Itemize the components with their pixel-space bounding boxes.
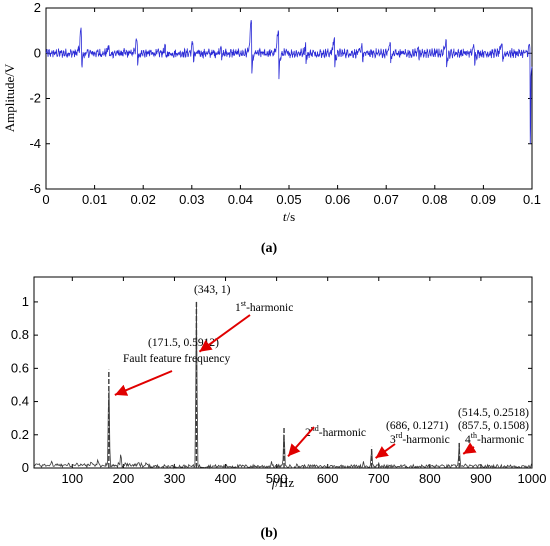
panel-b-plot-frame — [33, 276, 533, 469]
h4-coord-annotation: (857.5, 0.1508) — [458, 420, 529, 432]
panel-b-spectrum-line — [33, 301, 533, 470]
h1-label-text: -harmonic — [246, 302, 293, 314]
panel-a-y-tick-labels: 2 0 -2 -4 -6 — [29, 0, 41, 196]
h4-label-annotation: 4th-harmonic — [465, 431, 524, 446]
panel-b-x-tick-label: 1000 — [518, 471, 547, 486]
h3-label-text: -harmonic — [402, 434, 449, 446]
panel-b-xlabel: f/Hz — [272, 475, 295, 490]
h2-label-text: -harmonic — [319, 427, 366, 439]
panel-b-y-tick-labels: 0 0.2 0.4 0.6 0.8 1 — [11, 294, 29, 475]
panel-b-xlabel-variable: f — [272, 475, 278, 490]
panel-a-x-tick-label: 0.07 — [374, 192, 399, 207]
panel-b-x-tick-label: 400 — [215, 471, 237, 486]
panel-a-xlabel-unit: /s — [286, 209, 295, 224]
panel-a-x-tick-label: 0.03 — [179, 192, 204, 207]
panel-a-x-tick-label: 0.01 — [82, 192, 107, 207]
panel-a-x-tick-label: 0 — [42, 192, 49, 207]
h4-label-text: -harmonic — [477, 434, 524, 446]
fault-arrow — [114, 370, 173, 396]
panel-b-y-tick-label: 0.8 — [11, 327, 29, 342]
panel-b-peak-marks — [108, 301, 460, 468]
panel-a-x-tick-label: 0.04 — [228, 192, 253, 207]
annotation-arrows — [114, 314, 477, 459]
panel-a-xlabel: t/s — [283, 209, 295, 224]
h3-label-suffix: rd — [396, 431, 403, 440]
panel-a-xlabel-variable: t — [283, 209, 287, 224]
panel-b-x-tick-label: 800 — [419, 471, 441, 486]
h3-label-annotation: 3rd-harmonic — [390, 431, 450, 446]
panel-b-ticks — [34, 277, 533, 469]
panel-a-ylabel: Amplitude/V — [2, 63, 17, 132]
panel-b-x-tick-label: 500 — [266, 471, 288, 486]
h4-arrow — [462, 442, 477, 455]
panel-a-x-tick-label: 0.08 — [422, 192, 447, 207]
h2-label-suffix: nd — [311, 424, 319, 433]
panel-b-x-tick-label: 100 — [61, 471, 83, 486]
panel-b-y-tick-label: 1 — [22, 294, 29, 309]
h1-label-annotation: 1st-harmonic — [235, 299, 293, 314]
panel-b-spectrum-chart: 100 200 300 400 500 600 700 800 900 1000 00.20.40… — [11, 276, 546, 541]
panel-b-x-tick-label: 600 — [317, 471, 339, 486]
panel-a-signal-line — [45, 20, 533, 144]
panel-a-y-tick-label: -4 — [29, 136, 41, 151]
h1-coord-annotation: (343, 1) — [194, 284, 231, 296]
panel-b-x-tick-labels: 100 200 300 400 500 600 700 800 900 1000 — [61, 471, 546, 486]
panel-b-x-tick-label: 700 — [368, 471, 390, 486]
panel-b-x-tick-label: 900 — [470, 471, 492, 486]
panel-a-x-tick-label: 0.1 — [523, 192, 541, 207]
panel-b-y-tick-label: 0 — [22, 460, 29, 475]
h2-arrow — [287, 426, 315, 458]
panel-b-x-tick-label: 200 — [113, 471, 135, 486]
h1-arrow — [198, 314, 251, 353]
panel-a-y-tick-label: -2 — [29, 91, 41, 106]
h4-label-suffix: th — [471, 431, 477, 440]
h3-arrow — [375, 443, 396, 459]
h3-coord-annotation: (686, 0.1271) — [386, 420, 448, 432]
panel-b-x-tick-label: 300 — [164, 471, 186, 486]
panel-a-plot-frame — [45, 7, 533, 190]
panel-a-x-tick-label: 0.05 — [276, 192, 301, 207]
panel-b-y-tick-label: 0.2 — [11, 427, 29, 442]
panel-a-x-tick-labels: 0 0.01 0.02 0.03 0.04 0.05 0.06 0.07 0.08 0.09 0.1 — [42, 192, 541, 207]
fault-coord-annotation: (171.5, 0.5912) — [148, 337, 219, 349]
panel-a-x-tick-label: 0.09 — [471, 192, 496, 207]
h2-coord-annotation: (514.5, 0.2518) — [458, 407, 529, 419]
h1-label-number: 1 — [235, 302, 241, 314]
panel-a-time-domain-chart: 0 0.01 0.02 0.03 0.04 0.05 0.06 0.07 0.08 0.09 0.1… — [2, 0, 541, 256]
panel-a-label: (a) — [261, 241, 278, 256]
panel-a-x-tick-label: 0.06 — [325, 192, 350, 207]
panel-a-y-tick-label: 2 — [34, 0, 41, 15]
h3-label-number: 3 — [390, 434, 396, 446]
fault-label-annotation: Fault feature frequency — [123, 353, 231, 365]
panel-b-label: (b) — [260, 526, 277, 541]
panel-a-x-tick-label: 0.02 — [131, 192, 156, 207]
h4-label-number: 4 — [465, 434, 471, 446]
panel-b-y-tick-label: 0.6 — [11, 360, 29, 375]
panel-a-y-tick-label: -6 — [29, 181, 41, 196]
h1-label-suffix: st — [241, 299, 247, 308]
panel-b-y-tick-label: 0.4 — [11, 394, 29, 409]
panel-a-y-tick-label: 0 — [34, 45, 41, 60]
panel-b-xlabel-unit: /Hz — [275, 475, 294, 490]
